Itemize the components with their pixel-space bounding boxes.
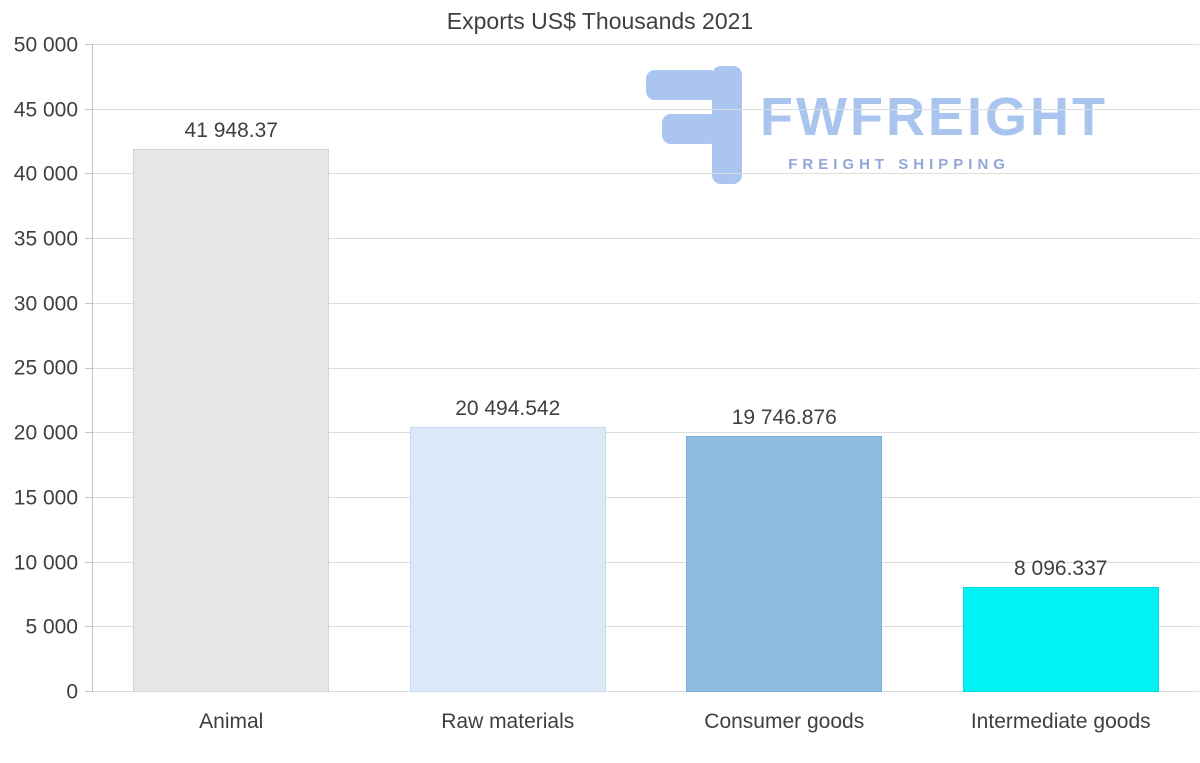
y-axis: 0 5 000 10 000 15 000 20 000 25 000 30 000 35 0… — [0, 33, 84, 703]
bar — [409, 426, 606, 692]
y-tick-mark — [85, 108, 93, 110]
gridline — [93, 432, 1199, 434]
gridline — [93, 561, 1199, 563]
logo-name: FWFREIGHT — [760, 87, 1108, 147]
y-tick-mark — [85, 691, 93, 692]
y-tick-mark — [85, 302, 93, 304]
y-tick-mark — [85, 367, 93, 369]
gridline — [93, 302, 1199, 304]
bar-value-label: 41 948.37 — [184, 119, 278, 143]
logo-icon — [646, 66, 744, 191]
logo-tagline: FREIGHT SHIPPING — [788, 156, 1010, 173]
gridline — [93, 173, 1199, 175]
bar — [133, 149, 330, 692]
gridline — [93, 626, 1199, 628]
plot-area: 41 948.37 Animal 20 494.542 Raw materials 19… — [85, 44, 1200, 733]
bar-value-label: 8 096.337 — [1014, 557, 1108, 581]
x-category-label: Animal — [199, 710, 264, 733]
y-tick-label: 25 000 — [13, 356, 78, 380]
logo: FWFREIGHT FREIGHT SHIPPING — [646, 66, 1108, 191]
y-tick-mark — [85, 626, 93, 628]
bars-container: 41 948.37 Animal 20 494.542 Raw materials 19… — [93, 45, 1200, 733]
y-tick-label: 10 000 — [13, 551, 78, 575]
gridline — [93, 367, 1199, 369]
gridline — [93, 108, 1199, 110]
y-tick-label: 15 000 — [13, 486, 78, 510]
y-tick-mark — [85, 238, 93, 240]
y-tick-mark — [85, 432, 93, 434]
y-tick-label: 40 000 — [13, 162, 78, 186]
y-tick-mark — [85, 173, 93, 175]
x-category-label: Intermediate goods — [970, 710, 1151, 733]
bar — [686, 436, 883, 692]
y-tick-mark — [85, 44, 93, 45]
y-tick-label: 0 — [66, 680, 78, 704]
bar-group: 20 494.542 Raw materials — [370, 45, 647, 733]
y-tick-mark — [85, 496, 93, 498]
y-tick-label: 50 000 — [13, 33, 78, 57]
y-tick-label: 35 000 — [13, 227, 78, 251]
bar — [962, 587, 1159, 692]
gridline — [93, 44, 1199, 45]
y-tick-label: 5 000 — [25, 615, 78, 639]
logo-text: FWFREIGHT FREIGHT SHIPPING — [760, 66, 1108, 173]
chart-title: Exports US$ Thousands 2021 — [446, 8, 754, 34]
gridline — [93, 496, 1199, 498]
gridline — [93, 691, 1199, 692]
bar-group: 41 948.37 Animal — [93, 45, 370, 733]
bar-group: 8 096.337 Intermediate goods — [923, 45, 1200, 733]
y-tick-label: 45 000 — [13, 98, 78, 122]
bar-value-label: 19 746.876 — [731, 406, 837, 430]
x-category-label: Raw materials — [441, 710, 575, 733]
y-tick-label: 20 000 — [13, 421, 78, 445]
x-category-label: Consumer goods — [704, 710, 865, 733]
y-tick-label: 30 000 — [13, 292, 78, 316]
bar-value-label: 20 494.542 — [455, 396, 561, 420]
y-tick-mark — [85, 561, 93, 563]
bar-group: 19 746.876 Consumer goods — [646, 45, 923, 733]
gridline — [93, 238, 1199, 240]
